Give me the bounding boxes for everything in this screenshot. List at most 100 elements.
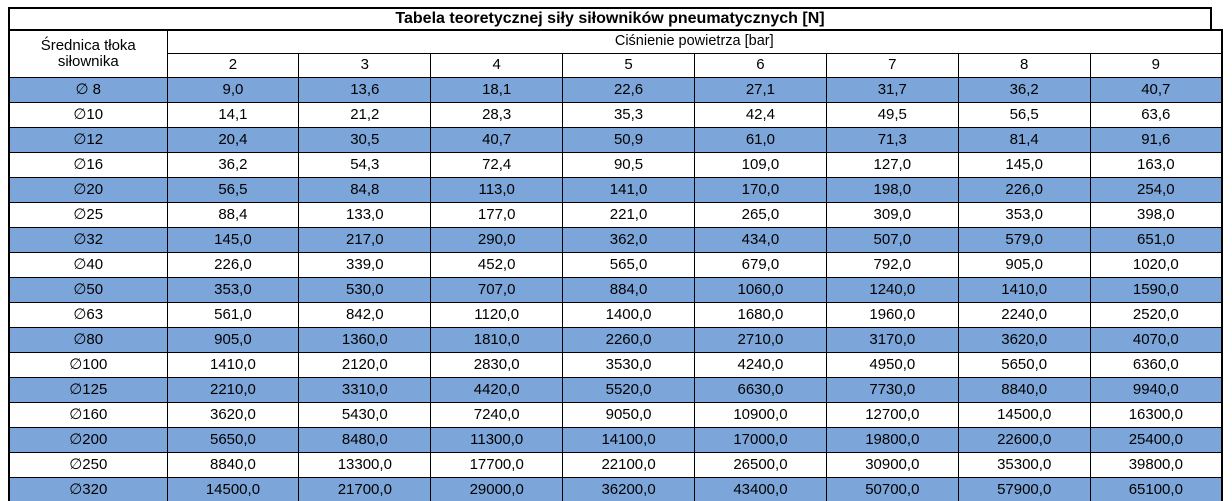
force-value-cell: 84,8 bbox=[298, 177, 432, 203]
force-value-cell: 57900,0 bbox=[957, 477, 1091, 501]
force-value-cell: 2830,0 bbox=[430, 352, 564, 378]
force-value-cell: 905,0 bbox=[166, 327, 300, 353]
table-row: ∅320 14500,0 21700,0 29000,0 36200,0 43400,0 5… bbox=[8, 477, 1223, 501]
force-value-cell: 4070,0 bbox=[1089, 327, 1223, 353]
force-value-cell: 5650,0 bbox=[957, 352, 1091, 378]
force-value-cell: 12700,0 bbox=[825, 402, 959, 428]
force-value-cell: 6630,0 bbox=[694, 377, 827, 403]
force-value-cell: 1120,0 bbox=[430, 302, 564, 328]
force-value-cell: 565,0 bbox=[562, 252, 695, 278]
diameter-cell: ∅32 bbox=[8, 227, 168, 253]
force-value-cell: 339,0 bbox=[298, 252, 432, 278]
force-value-cell: 1060,0 bbox=[694, 277, 827, 303]
diameter-cell: ∅12 bbox=[8, 127, 168, 153]
force-value-cell: 198,0 bbox=[825, 177, 959, 203]
force-value-cell: 398,0 bbox=[1089, 202, 1223, 228]
force-value-cell: 226,0 bbox=[957, 177, 1091, 203]
table-title: Tabela teoretycznej siły siłowników pneu… bbox=[8, 7, 1212, 29]
pressure-column-header: 2 bbox=[166, 53, 300, 78]
force-value-cell: 561,0 bbox=[166, 302, 300, 328]
force-value-cell: 9940,0 bbox=[1089, 377, 1223, 403]
diameter-cell: ∅100 bbox=[8, 352, 168, 378]
diameter-cell: ∅200 bbox=[8, 427, 168, 453]
force-value-cell: 56,5 bbox=[166, 177, 300, 203]
force-value-cell: 707,0 bbox=[430, 277, 564, 303]
force-value-cell: 3620,0 bbox=[957, 327, 1091, 353]
diameter-cell: ∅80 bbox=[8, 327, 168, 353]
force-value-cell: 2260,0 bbox=[562, 327, 695, 353]
force-value-cell: 8840,0 bbox=[166, 452, 300, 478]
force-table: Średnica tłoka siłownika Ciśnienie powie… bbox=[8, 29, 1223, 501]
diameter-cell: ∅20 bbox=[8, 177, 168, 203]
table-row: ∅80 905,0 1360,0 1810,0 2260,0 2710,0 3170,0 36… bbox=[8, 327, 1223, 353]
force-value-cell: 265,0 bbox=[694, 202, 827, 228]
force-value-cell: 145,0 bbox=[957, 152, 1091, 178]
force-value-cell: 8840,0 bbox=[957, 377, 1091, 403]
diameter-cell: ∅ 8 bbox=[8, 77, 168, 103]
force-value-cell: 163,0 bbox=[1089, 152, 1223, 178]
force-value-cell: 30900,0 bbox=[825, 452, 959, 478]
force-value-cell: 56,5 bbox=[957, 102, 1091, 128]
force-value-cell: 27,1 bbox=[694, 77, 827, 103]
force-value-cell: 49,5 bbox=[825, 102, 959, 128]
force-value-cell: 54,3 bbox=[298, 152, 432, 178]
force-value-cell: 13300,0 bbox=[298, 452, 432, 478]
force-value-cell: 141,0 bbox=[562, 177, 695, 203]
force-value-cell: 1410,0 bbox=[166, 352, 300, 378]
diameter-cell: ∅50 bbox=[8, 277, 168, 303]
table-body: ∅ 8 9,0 13,6 18,1 22,6 27,1 31,7 36,2 40,7 ∅10 14,… bbox=[8, 77, 1223, 501]
force-value-cell: 18,1 bbox=[430, 77, 564, 103]
force-value-cell: 10900,0 bbox=[694, 402, 827, 428]
force-value-cell: 43400,0 bbox=[694, 477, 827, 501]
force-value-cell: 61,0 bbox=[694, 127, 827, 153]
force-value-cell: 11300,0 bbox=[430, 427, 564, 453]
table-row: ∅20 56,5 84,8 113,0 141,0 170,0 198,0 226,0 254,… bbox=[8, 177, 1223, 203]
force-value-cell: 14500,0 bbox=[166, 477, 300, 501]
force-value-cell: 452,0 bbox=[430, 252, 564, 278]
force-value-cell: 579,0 bbox=[957, 227, 1091, 253]
force-value-cell: 6360,0 bbox=[1089, 352, 1223, 378]
force-value-cell: 434,0 bbox=[694, 227, 827, 253]
force-value-cell: 36,2 bbox=[166, 152, 300, 178]
force-value-cell: 133,0 bbox=[298, 202, 432, 228]
diameter-cell: ∅16 bbox=[8, 152, 168, 178]
force-value-cell: 72,4 bbox=[430, 152, 564, 178]
force-value-cell: 88,4 bbox=[166, 202, 300, 228]
force-value-cell: 50700,0 bbox=[825, 477, 959, 501]
force-value-cell: 7730,0 bbox=[825, 377, 959, 403]
table-row: ∅12 20,4 30,5 40,7 50,9 61,0 71,3 81,4 91,6 bbox=[8, 127, 1223, 153]
force-value-cell: 254,0 bbox=[1089, 177, 1223, 203]
force-value-cell: 36,2 bbox=[957, 77, 1091, 103]
force-value-cell: 5650,0 bbox=[166, 427, 300, 453]
table-row: ∅32 145,0 217,0 290,0 362,0 434,0 507,0 579,0 65… bbox=[8, 227, 1223, 253]
force-value-cell: 113,0 bbox=[430, 177, 564, 203]
force-value-cell: 884,0 bbox=[562, 277, 695, 303]
pressure-column-header: 7 bbox=[825, 53, 959, 78]
force-value-cell: 9,0 bbox=[166, 77, 300, 103]
force-value-cell: 7240,0 bbox=[430, 402, 564, 428]
table-header: Średnica tłoka siłownika Ciśnienie powie… bbox=[8, 29, 1223, 78]
force-value-cell: 1360,0 bbox=[298, 327, 432, 353]
force-value-cell: 26500,0 bbox=[694, 452, 827, 478]
force-value-cell: 35300,0 bbox=[957, 452, 1091, 478]
force-value-cell: 40,7 bbox=[1089, 77, 1223, 103]
force-value-cell: 109,0 bbox=[694, 152, 827, 178]
force-value-cell: 290,0 bbox=[430, 227, 564, 253]
force-value-cell: 5430,0 bbox=[298, 402, 432, 428]
force-value-cell: 91,6 bbox=[1089, 127, 1223, 153]
diameter-column-header: Średnica tłoka siłownika bbox=[8, 29, 168, 78]
force-value-cell: 127,0 bbox=[825, 152, 959, 178]
table-row: ∅40 226,0 339,0 452,0 565,0 679,0 792,0 905,0 10… bbox=[8, 252, 1223, 278]
force-value-cell: 1680,0 bbox=[694, 302, 827, 328]
force-value-cell: 19800,0 bbox=[825, 427, 959, 453]
force-value-cell: 3530,0 bbox=[562, 352, 695, 378]
force-value-cell: 1240,0 bbox=[825, 277, 959, 303]
force-value-cell: 39800,0 bbox=[1089, 452, 1223, 478]
force-value-cell: 17000,0 bbox=[694, 427, 827, 453]
table-row: ∅250 8840,0 13300,0 17700,0 22100,0 26500,0 30… bbox=[8, 452, 1223, 478]
header-row-pressures: 2 3 4 5 6 7 8 9 bbox=[9, 53, 1223, 78]
force-value-cell: 2240,0 bbox=[957, 302, 1091, 328]
table-row: ∅100 1410,0 2120,0 2830,0 3530,0 4240,0 4950,0… bbox=[8, 352, 1223, 378]
pressure-column-header: 3 bbox=[298, 53, 432, 78]
